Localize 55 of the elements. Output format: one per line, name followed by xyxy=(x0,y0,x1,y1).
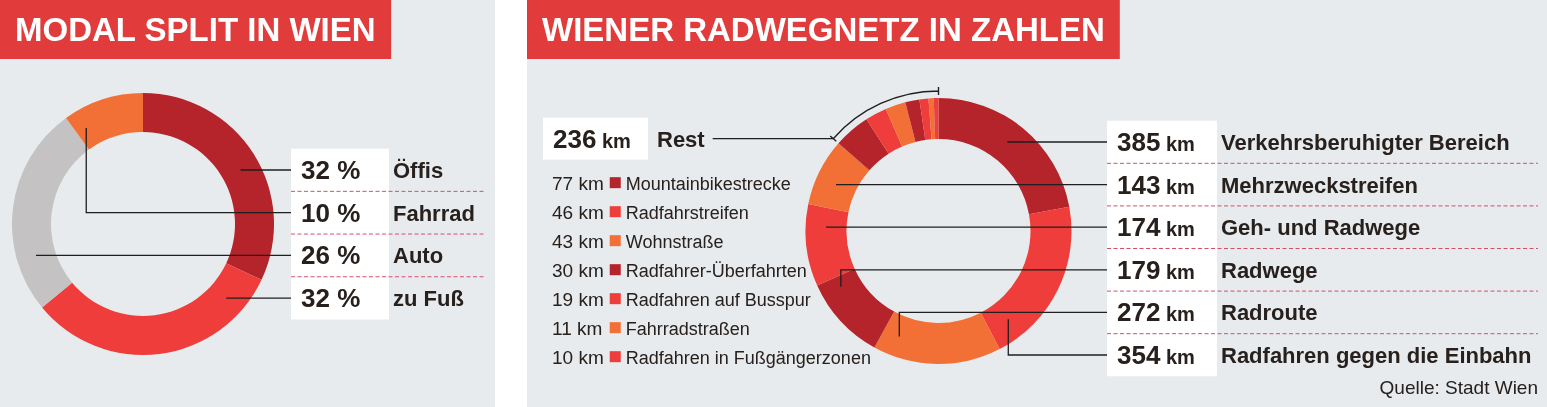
data-label: 30 km xyxy=(552,259,604,281)
legend-label: Wohnstraße xyxy=(625,231,724,252)
data-label: 43 km xyxy=(552,230,604,252)
legend-label: Fahrradstraßen xyxy=(625,318,750,339)
data-label: 174 km xyxy=(1117,212,1195,243)
legend-label: Mountainbikestrecke xyxy=(625,173,791,194)
data-label: 385 km xyxy=(1117,127,1195,157)
donut-slice xyxy=(12,118,89,308)
source-note: Quelle: Stadt Wien xyxy=(1379,377,1538,398)
data-label: 11 km xyxy=(552,317,603,339)
slice-label: zu Fuß xyxy=(393,286,464,312)
donut-slice xyxy=(866,108,903,154)
slice-label: Radroute xyxy=(1221,300,1318,326)
donut-slice xyxy=(874,311,1000,364)
chart-title: MODAL SPLIT IN WIEN xyxy=(15,11,376,48)
data-label: 77 km xyxy=(552,172,604,194)
donut-slice xyxy=(838,119,889,171)
donut-slice xyxy=(817,268,895,348)
slice-label: Verkehrsberuhigter Bereich xyxy=(1221,130,1510,155)
slice-label: Fahrrad xyxy=(393,200,475,226)
data-label: 179 km xyxy=(1117,254,1195,285)
data-label: 272 km xyxy=(1117,297,1195,328)
donut-slice xyxy=(938,98,1070,215)
data-label: 32 % xyxy=(301,283,361,314)
slice-label: Öffis xyxy=(393,158,444,183)
legend-label: Radfahren auf Busspur xyxy=(625,289,811,310)
donut-slice xyxy=(980,206,1072,350)
donut-slice xyxy=(885,102,916,147)
donut-slice xyxy=(933,98,939,140)
donut-slice xyxy=(919,98,932,140)
data-label: 143 km xyxy=(1117,169,1195,200)
slice-label: Radfahren gegen die Einbahn xyxy=(1221,343,1532,368)
data-label: 354 km xyxy=(1117,340,1195,370)
chart-title: WIENER RADWEGNETZ IN ZAHLEN xyxy=(542,11,1105,48)
slice-label: Mehrzweckstreifen xyxy=(1221,172,1418,198)
donut-slice xyxy=(808,143,870,213)
slice-label: Radwege xyxy=(1221,257,1318,283)
donut-slice xyxy=(928,98,936,140)
legend-label: Radfahrer-Überfahrten xyxy=(625,260,807,281)
donut-slice xyxy=(905,99,926,142)
text: 236 km Rest xyxy=(553,123,705,154)
donut-slice xyxy=(42,263,262,355)
data-label: 26 % xyxy=(301,240,361,271)
data-label: 32 % xyxy=(301,155,361,185)
donut-slice xyxy=(805,203,855,286)
legend-label: Radfahren in Fußgängerzonen xyxy=(625,347,871,368)
donut-slice xyxy=(66,93,143,150)
data-label: 19 km xyxy=(552,288,604,310)
legend-label: Radfahrstreifen xyxy=(625,202,749,223)
donut-slice xyxy=(143,93,274,280)
slice-label: Geh- und Radwege xyxy=(1221,215,1421,241)
slice-label: Auto xyxy=(393,243,444,269)
data-label: 46 km xyxy=(552,201,604,223)
data-label: 10 km xyxy=(552,346,604,368)
data-label: 10 % xyxy=(301,197,361,228)
